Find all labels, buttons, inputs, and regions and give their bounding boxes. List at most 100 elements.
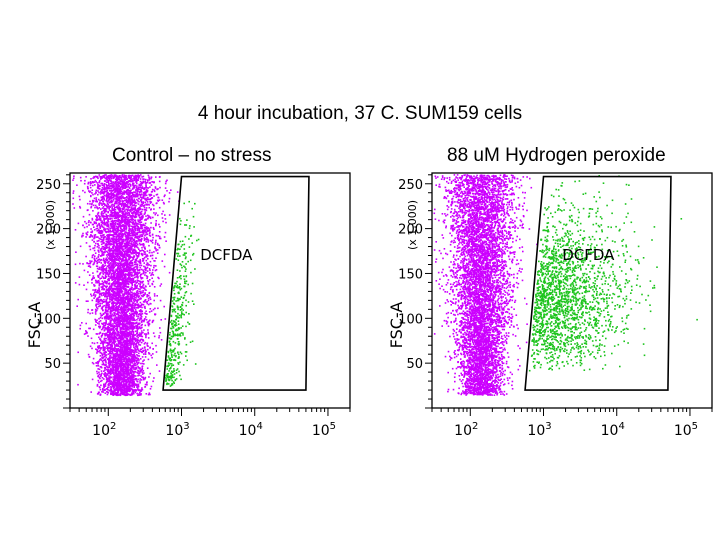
event-dot [107,349,109,351]
event-dot [122,215,125,217]
event-dot [145,228,147,230]
event-dot [99,347,101,349]
event-dot [115,349,118,351]
event-dot [99,358,101,361]
event-dot [110,309,112,312]
event-dot [132,302,134,304]
event-dot [87,221,90,224]
event-dot [94,308,97,311]
event-dot [120,242,123,244]
event-dot [128,393,130,396]
event-dot [122,314,125,317]
event-dot [142,287,145,289]
event-dot [106,227,108,230]
event-dot [136,279,139,281]
event-dot [127,295,129,298]
event-dot [146,367,149,369]
event-dot [142,295,144,298]
event-dot [114,348,117,350]
event-dot [100,336,103,338]
event-dot [123,226,126,229]
event-dot [143,319,145,322]
event-dot [149,308,152,310]
event-dot [105,337,108,340]
event-dot [112,330,114,333]
event-dot [117,245,119,248]
event-dot [133,319,136,322]
event-dot [104,180,107,182]
event-dot [120,326,122,329]
event-dot [141,306,143,309]
event-dot [75,251,77,253]
event-dot [117,322,119,325]
event-dot [136,281,139,283]
event-dot [86,185,89,188]
event-dot [137,359,139,361]
event-dot [114,346,116,349]
event-dot [93,283,95,286]
event-dot [142,331,144,334]
event-dot [128,262,131,264]
event-dot [103,176,106,179]
event-dot [94,184,96,186]
event-dot [105,205,108,208]
event-dot [124,214,126,217]
event-dot [114,242,116,244]
event-dot [98,284,101,287]
event-dot [143,188,145,191]
event-dot [113,222,116,225]
event-dot [115,233,118,236]
event-dot [125,238,127,241]
event-dot [159,331,162,334]
event-dot [90,337,93,340]
event-dot [133,337,135,339]
event-dot [128,186,131,189]
event-dot [115,285,117,288]
event-dot [128,344,130,347]
event-dot [144,324,147,327]
event-dot [130,369,132,371]
event-dot [140,208,142,210]
event-dot [119,288,121,291]
plot-title-peroxide: 88 uM Hydrogen peroxide [447,145,666,166]
event-dot [107,175,109,178]
event-dot [117,183,119,186]
event-dot [133,271,136,273]
event-dot [139,258,141,261]
event-dot [141,258,144,260]
event-dot [134,272,136,274]
event-dot [121,333,123,336]
event-dot [104,262,106,264]
event-dot [90,295,93,297]
event-dot [141,362,144,365]
event-dot [103,183,106,185]
event-dot [110,350,112,353]
event-dot [97,276,100,278]
event-dot [110,387,113,389]
event-dot [123,306,125,309]
event-dot [104,249,106,251]
event-dot [126,297,129,300]
event-dot [96,225,98,227]
event-dot [116,268,119,270]
event-dot [105,285,107,288]
event-dot [99,325,102,328]
event-dot [134,196,137,198]
event-dot [114,290,116,293]
event-dot [130,382,132,384]
event-dot [145,209,148,212]
event-dot [123,314,126,316]
event-dot [119,314,122,317]
event-dot [128,339,131,342]
event-dot [99,238,102,240]
event-dot [74,263,77,266]
event-dot [114,310,117,312]
event-dot [111,343,113,345]
event-dot [123,318,125,321]
event-dot [116,300,119,302]
event-dot [134,269,136,272]
event-dot [122,293,124,295]
event-dot [115,295,117,298]
event-dot [112,182,115,184]
event-dot [127,188,129,191]
